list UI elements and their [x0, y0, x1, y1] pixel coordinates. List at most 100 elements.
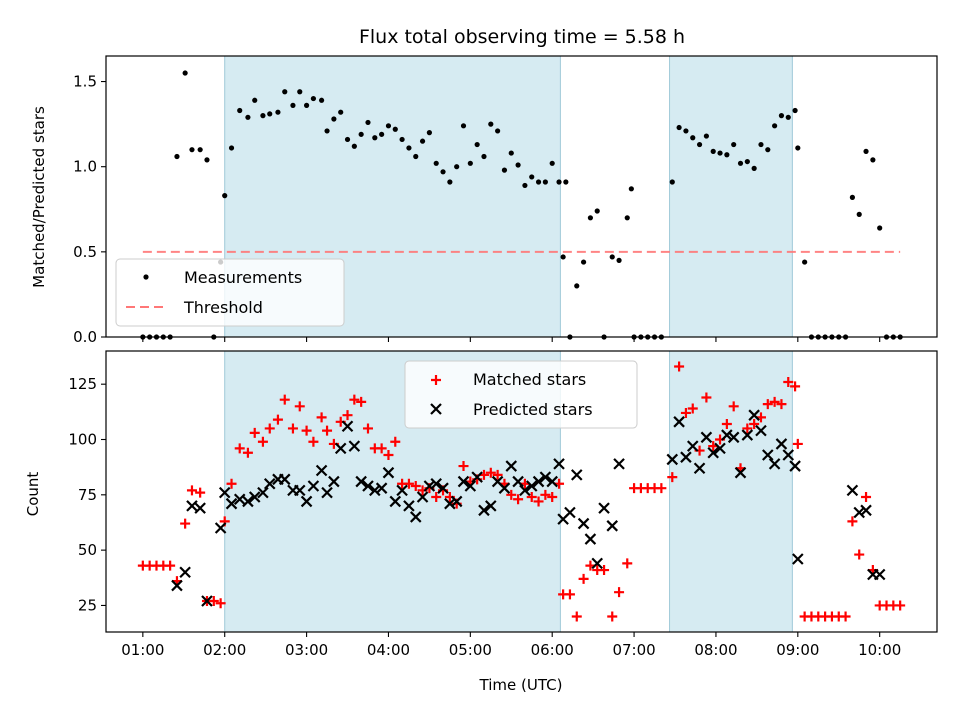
- bottom-series-1-point-59: [584, 533, 597, 545]
- top-series-0-point-82: [696, 141, 703, 148]
- x-tick-label-0: 01:00: [121, 641, 164, 659]
- bottom-series-0-point-50: [485, 467, 496, 478]
- bottom-series-1-point-65: [673, 416, 685, 428]
- top-series-0-point-53: [508, 150, 514, 156]
- bottom-series-1-point-83: [792, 553, 804, 565]
- bottom-series-1-point-7: [225, 497, 238, 510]
- top-series-0-point-23: [303, 102, 310, 108]
- bottom-series-0-point-15: [242, 447, 253, 458]
- bottom-series-1-point-56: [564, 506, 576, 519]
- bottom-series-0-point-24: [308, 436, 319, 447]
- bottom-series-1-point-72: [721, 429, 733, 441]
- bottom-series-1-point-0: [171, 579, 183, 592]
- bottom-series-0-point-84: [721, 419, 732, 430]
- bottom-series-1-point-79: [768, 458, 781, 470]
- top-series-0-point-22: [297, 89, 303, 95]
- top-series-0-point-94: [778, 113, 785, 119]
- bottom-series-0-point-110: [895, 600, 906, 611]
- top-series-0-point-52: [501, 167, 508, 173]
- top-series-0-point-38: [406, 145, 412, 151]
- bottom-series-0-point-4: [165, 560, 176, 571]
- bottom-series-0-point-68: [607, 611, 618, 622]
- top-series-0-point-51: [495, 128, 501, 134]
- top-series-0-point-27: [331, 116, 337, 122]
- top-series-0-point-37: [399, 136, 405, 143]
- top-series-0-point-88: [737, 160, 744, 166]
- bottom-series-0-point-31: [356, 396, 367, 407]
- top-series-0-point-7: [189, 147, 195, 153]
- top-series-0-point-60: [556, 179, 562, 185]
- top-y-tick-label-2: 1.0: [73, 158, 97, 176]
- bottom-series-0-point-63: [571, 611, 582, 622]
- bottom-series-0-point-36: [390, 436, 401, 447]
- bottom-series-0-point-10: [208, 596, 219, 607]
- bottom-series-1-point-26: [362, 480, 374, 492]
- top-series-0-point-84: [710, 148, 716, 154]
- top-series-0-point-8: [197, 147, 203, 153]
- bottom-series-0-point-104: [854, 549, 865, 560]
- bottom-series-1-point-68: [693, 462, 706, 475]
- bottom-series-1-point-40: [457, 475, 470, 488]
- bottom-series-0-point-8: [195, 487, 206, 498]
- bottom-series-0-point-14: [234, 443, 245, 454]
- top-series-0-point-70: [616, 257, 622, 263]
- bottom-series-0-point-92: [776, 399, 787, 410]
- bottom-series-0-point-19: [272, 414, 283, 425]
- bottom-series-1-point-88: [873, 568, 886, 581]
- bottom-series-1-point-52: [539, 471, 552, 483]
- bottom-series-0-point-91: [769, 396, 780, 407]
- chart-title: Flux total observing time = 5.58 h: [359, 26, 685, 48]
- bottom-series-1-point-9: [242, 495, 254, 508]
- top-series-0-point-62: [560, 254, 566, 260]
- bottom-series-1-point-18: [307, 480, 320, 492]
- top-series-0-point-58: [542, 179, 548, 185]
- top-series-0-point-43: [440, 169, 446, 175]
- top-series-0-point-25: [318, 97, 325, 103]
- bottom-series-0-point-57: [533, 496, 544, 507]
- top-series-0-point-41: [426, 130, 432, 136]
- bottom-series-0-point-69: [614, 587, 625, 598]
- top-series-0-point-81: [690, 135, 696, 141]
- bottom-series-0-point-7: [186, 485, 197, 496]
- top-series-0-point-26: [324, 128, 330, 134]
- top-series-0-point-65: [580, 259, 587, 265]
- bottom-series-1-point-20: [321, 486, 333, 499]
- bottom-series-1-point-69: [700, 431, 713, 444]
- bottom-series-1-point-75: [741, 429, 754, 441]
- top-legend-box: [115, 258, 345, 327]
- bottom-series-1-point-38: [444, 497, 456, 510]
- top-series-0-point-47: [467, 160, 473, 166]
- bottom-series-1-point-6: [218, 486, 231, 499]
- top-series-0-point-107: [863, 148, 869, 154]
- top-series-0-point-35: [385, 123, 392, 129]
- bottom-series-1-point-23: [341, 420, 354, 433]
- bottom-series-0-point-20: [279, 394, 290, 405]
- bottom-series-0-point-93: [783, 376, 794, 387]
- bottom-series-1-point-80: [775, 438, 788, 450]
- bottom-series-1-point-17: [300, 495, 313, 508]
- bottom-series-1-point-58: [577, 517, 590, 530]
- legend-marker-matched: [431, 375, 441, 385]
- bottom-series-1-point-2: [186, 500, 198, 512]
- bottom-series-1-point-43: [478, 504, 490, 517]
- bottom-series-0-point-75: [656, 483, 667, 494]
- top-series-0-point-9: [204, 157, 210, 163]
- top-series-0-point-89: [744, 158, 750, 165]
- top-shaded-interval-1: [669, 55, 793, 338]
- bottom-series-1-point-22: [334, 442, 347, 455]
- bottom-series-0-point-59: [547, 492, 558, 503]
- bottom-series-1-point-39: [450, 495, 463, 508]
- bottom-series-0-point-29: [342, 410, 353, 421]
- bottom-series-1-point-5: [214, 522, 227, 534]
- top-series-0-point-30: [351, 143, 357, 149]
- bottom-series-1-point-66: [680, 451, 692, 463]
- bottom-series-0-point-70: [622, 558, 633, 569]
- bottom-series-1-point-60: [591, 557, 604, 570]
- top-y-tick-label-1: 0.5: [73, 243, 97, 261]
- bottom-series-0-point-46: [458, 461, 469, 472]
- top-series-0-point-97: [795, 145, 801, 151]
- bottom-series-0-point-51: [492, 469, 503, 480]
- bottom-series-0-point-67: [599, 565, 610, 576]
- x-tick-label-6: 07:00: [612, 641, 655, 659]
